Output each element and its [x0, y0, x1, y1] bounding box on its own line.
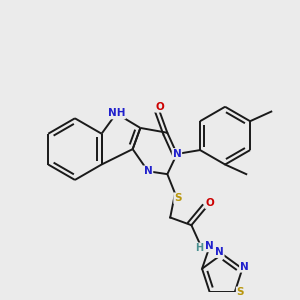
Text: O: O: [155, 102, 164, 112]
Text: N: N: [205, 242, 214, 251]
Text: N: N: [172, 149, 181, 159]
Text: N: N: [215, 247, 224, 257]
Text: S: S: [174, 193, 182, 203]
Text: NH: NH: [108, 109, 125, 118]
Text: O: O: [205, 198, 214, 208]
Text: N: N: [144, 166, 152, 176]
Text: H: H: [195, 243, 203, 253]
Text: S: S: [237, 287, 244, 297]
Text: N: N: [240, 262, 249, 272]
